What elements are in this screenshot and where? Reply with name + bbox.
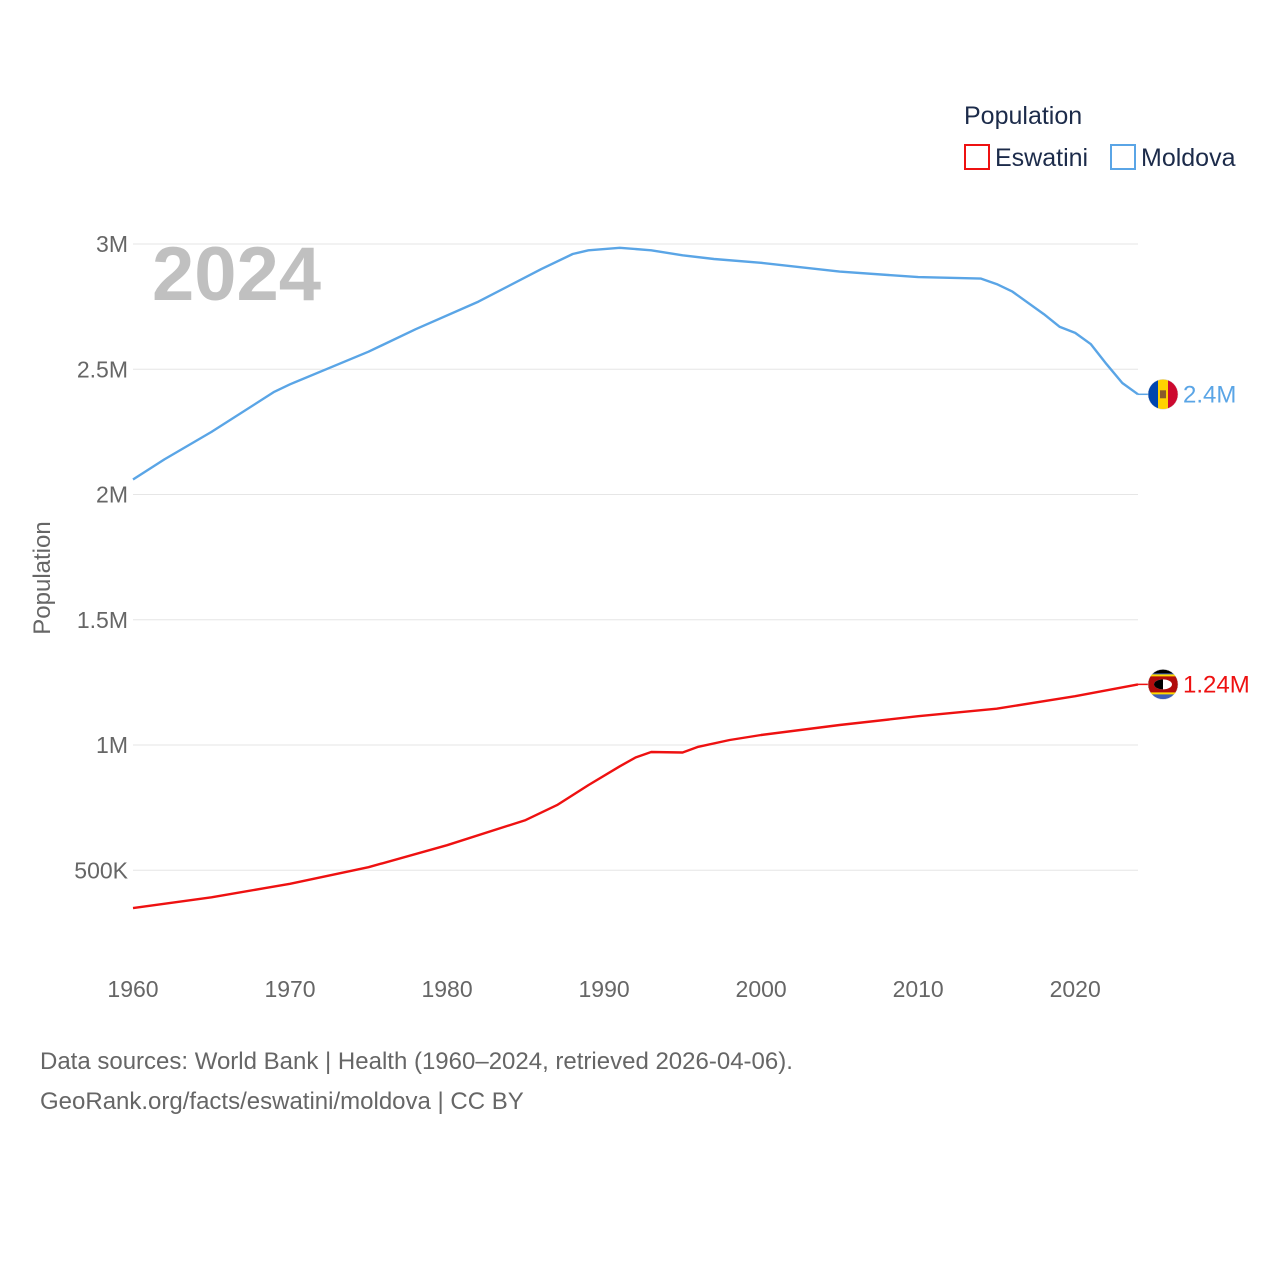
legend-item-moldova[interactable]: Moldova bbox=[1110, 144, 1236, 172]
series-line-moldova[interactable] bbox=[132, 246, 1139, 481]
x-tick-label: 1980 bbox=[421, 976, 472, 1002]
x-tick-label: 2010 bbox=[893, 976, 944, 1002]
y-axis-title: Population bbox=[29, 521, 56, 634]
source-line: Data sources: World Bank | Health (1960–… bbox=[40, 1048, 793, 1075]
y-tick-label: 500K bbox=[74, 857, 128, 883]
legend-swatch-eswatini bbox=[964, 144, 990, 170]
x-axis-ticks: 1960 1970 1980 1990 2000 2010 2020 bbox=[107, 976, 1100, 1002]
y-tick-label: 3M bbox=[96, 231, 128, 257]
y-tick-label: 1.5M bbox=[77, 607, 128, 633]
x-tick-label: 1970 bbox=[264, 976, 315, 1002]
y-tick-label: 2.5M bbox=[77, 356, 128, 382]
source-footer: Data sources: World Bank | Health (1960–… bbox=[40, 1042, 793, 1122]
grid-lines bbox=[133, 243, 1138, 871]
legend-title: Population bbox=[964, 102, 1082, 130]
legend-label-moldova: Moldova bbox=[1141, 144, 1236, 172]
end-label-moldova: 2.4M bbox=[1183, 381, 1236, 408]
y-tick-label: 2M bbox=[96, 482, 128, 508]
credit-line[interactable]: GeoRank.org/facts/eswatini/moldova | CC … bbox=[40, 1088, 524, 1115]
y-axis-ticks: 500K 1M 1.5M 2M 2.5M 3M bbox=[74, 231, 128, 883]
x-tick-label: 1990 bbox=[579, 976, 630, 1002]
population-chart: 500K 1M 1.5M 2M 2.5M 3M 1960 1970 1980 1990 2000 2… bbox=[29, 102, 1250, 1002]
series-end-markers: 1.24M 2.4M bbox=[1138, 379, 1250, 700]
year-watermark: 2024 bbox=[152, 232, 321, 317]
series-line-eswatini[interactable] bbox=[132, 683, 1139, 910]
legend[interactable]: Population Eswatini Moldova bbox=[964, 102, 1236, 172]
x-tick-label: 2020 bbox=[1050, 976, 1101, 1002]
end-label-eswatini: 1.24M bbox=[1183, 671, 1250, 698]
legend-swatch-moldova bbox=[1110, 144, 1136, 170]
moldova-flag-icon bbox=[1147, 379, 1179, 410]
legend-item-eswatini[interactable]: Eswatini bbox=[964, 144, 1088, 172]
legend-label-eswatini: Eswatini bbox=[995, 144, 1088, 172]
x-tick-label: 2000 bbox=[736, 976, 787, 1002]
x-tick-label: 1960 bbox=[107, 976, 158, 1002]
eswatini-flag-icon bbox=[1147, 669, 1179, 700]
y-tick-label: 1M bbox=[96, 732, 128, 758]
series-lines bbox=[132, 246, 1139, 910]
